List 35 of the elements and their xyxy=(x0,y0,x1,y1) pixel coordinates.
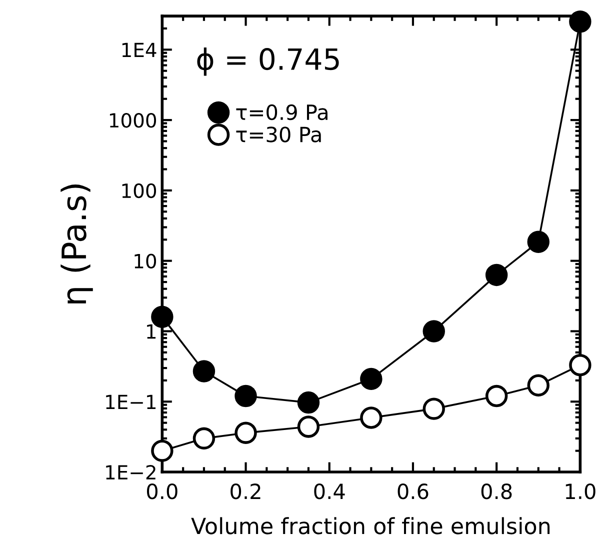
point xyxy=(569,10,592,33)
y-tick-label: 1E4 xyxy=(122,42,156,58)
y-tick-label: 1E−1 xyxy=(106,394,156,410)
point xyxy=(297,416,320,438)
point xyxy=(527,374,550,397)
x-tick-label: 0.6 xyxy=(398,483,428,500)
point xyxy=(234,384,257,408)
point xyxy=(297,391,320,414)
y-tick-label: 1000 xyxy=(110,113,156,128)
x-tick-label: 0.4 xyxy=(314,483,345,500)
legend-label: τ=30 Pa xyxy=(236,126,321,142)
legend-label: τ=0.9 Pa xyxy=(236,104,328,120)
x-tick-label: 0.2 xyxy=(230,483,260,500)
y-tick-label: 10 xyxy=(134,254,156,268)
point xyxy=(422,320,445,342)
point xyxy=(192,360,216,382)
point xyxy=(151,440,174,462)
annotation: ϕ = 0.745 xyxy=(197,48,339,76)
x-tick-label: 0.8 xyxy=(481,483,512,500)
point xyxy=(360,368,382,390)
point xyxy=(192,427,216,450)
point xyxy=(422,398,445,420)
x-tick-label: 0.0 xyxy=(146,483,178,500)
point xyxy=(485,264,508,286)
y-tick-label: 1E−2 xyxy=(106,464,156,480)
x-axis-title: Volume fraction of fine emulsion xyxy=(191,517,550,534)
point xyxy=(360,406,382,429)
x-tick-label: 1.0 xyxy=(566,483,596,500)
point xyxy=(485,384,508,408)
point xyxy=(234,422,257,444)
point xyxy=(569,354,592,376)
point xyxy=(527,230,550,253)
y-tick-label: 1 xyxy=(147,324,156,339)
y-axis-title: η (Pa.s) xyxy=(60,184,93,304)
y-tick-label: 100 xyxy=(122,183,156,198)
